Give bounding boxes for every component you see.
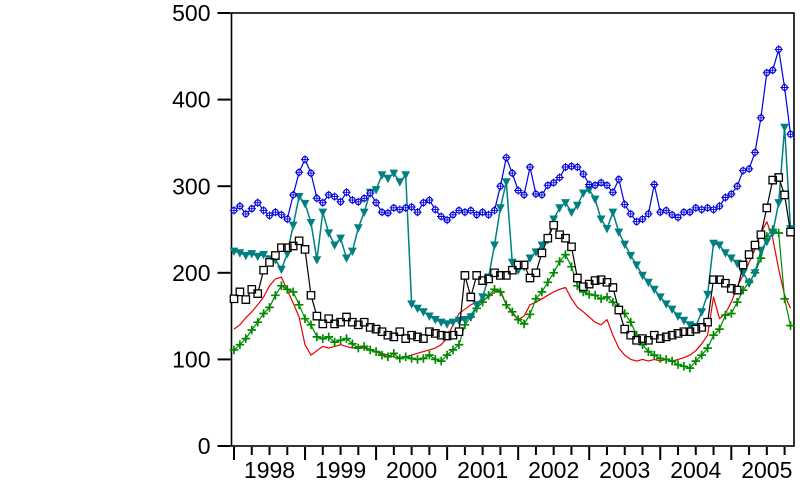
x-year-label: 1999 xyxy=(315,457,366,483)
x-year-label: 2000 xyxy=(386,457,437,483)
y-tick-label: 0 xyxy=(198,433,211,459)
y-tick-label: 400 xyxy=(172,87,210,113)
series-markers-black-squares xyxy=(229,173,795,345)
series-green-plus xyxy=(229,225,795,373)
x-year-label: 2002 xyxy=(528,457,579,483)
series-teal-triangles xyxy=(229,123,795,332)
series-markers-green-plus xyxy=(229,225,795,373)
y-tick-label: 500 xyxy=(172,0,210,26)
series-markers-blue-open-circles xyxy=(229,45,795,226)
x-year-label: 2001 xyxy=(457,457,508,483)
x-year-label: 2003 xyxy=(599,457,650,483)
x-year-label: 1998 xyxy=(244,457,295,483)
plot-frame xyxy=(230,12,795,447)
y-tick-label: 100 xyxy=(172,346,210,372)
x-year-label: 2004 xyxy=(670,457,721,483)
square-marker-icon xyxy=(229,173,795,345)
y-tick-label: 300 xyxy=(172,173,210,199)
x-axis: 1998 1999 2000 2001 2002 2003 2004 2005 xyxy=(233,447,792,483)
circle-cross-marker-icon xyxy=(229,45,795,226)
plus-marker-icon xyxy=(229,225,795,373)
y-axis: 0 100 200 300 400 500 xyxy=(172,0,231,459)
series-black-squares xyxy=(229,173,795,345)
x-year-label: 2005 xyxy=(741,457,792,483)
y-tick-label: 200 xyxy=(172,260,210,286)
series-blue-open-circles xyxy=(229,45,795,226)
